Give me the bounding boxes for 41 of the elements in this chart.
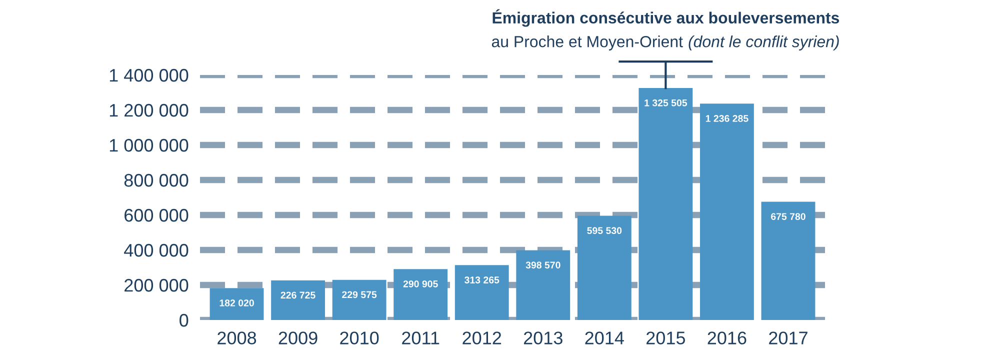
y-tick-label: 1 200 000 — [110, 104, 188, 117]
bar — [638, 88, 693, 320]
bar — [332, 280, 386, 320]
y-tick-label: 800 000 — [124, 174, 188, 187]
bar — [516, 250, 570, 320]
y-tick-label: 400 000 — [124, 244, 188, 257]
x-tick-label: 2013 — [524, 332, 562, 344]
data-label: 1 325 505 — [644, 99, 688, 106]
text: au Proche et Moyen-Orient — [492, 36, 683, 50]
bar — [454, 265, 509, 320]
x-tick-label: 2011 — [402, 332, 440, 344]
data-label: 182 020 — [220, 300, 254, 306]
x-tick-label: 2009 — [278, 332, 318, 344]
text: Émigration consécutive aux bouleversements — [492, 9, 840, 27]
y-tick-label: 200 000 — [124, 278, 188, 292]
text: (dont le conflit syrien) — [688, 36, 839, 50]
data-label: 313 265 — [464, 276, 500, 284]
bar — [577, 216, 632, 320]
data-label: 675 780 — [771, 213, 806, 220]
y-tick-label: 600 000 — [124, 208, 188, 222]
bar — [700, 104, 754, 320]
x-tick-label: 2015 — [646, 332, 686, 344]
y-tick-label: 0 — [180, 314, 188, 327]
x-tick-label: 2010 — [340, 332, 379, 344]
x-tick-label: 2008 — [218, 332, 256, 344]
bar — [761, 202, 816, 320]
x-tick-label: 2017 — [769, 332, 808, 344]
bar — [271, 280, 325, 320]
data-label: 290 905 — [403, 280, 438, 288]
data-label: 595 530 — [587, 227, 622, 234]
data-label: 226 725 — [280, 292, 316, 299]
x-tick-label: 2014 — [585, 332, 624, 344]
data-label: 229 575 — [342, 291, 377, 298]
bar — [210, 288, 264, 320]
x-tick-label: 2016 — [708, 332, 746, 344]
y-tick-label: 1 400 000 — [110, 68, 188, 82]
bar — [394, 269, 448, 320]
x-tick-label: 2012 — [462, 332, 502, 344]
y-tick-label: 1 000 000 — [110, 138, 188, 152]
data-label: 398 570 — [526, 262, 560, 269]
data-label: 1 236 285 — [706, 115, 748, 122]
